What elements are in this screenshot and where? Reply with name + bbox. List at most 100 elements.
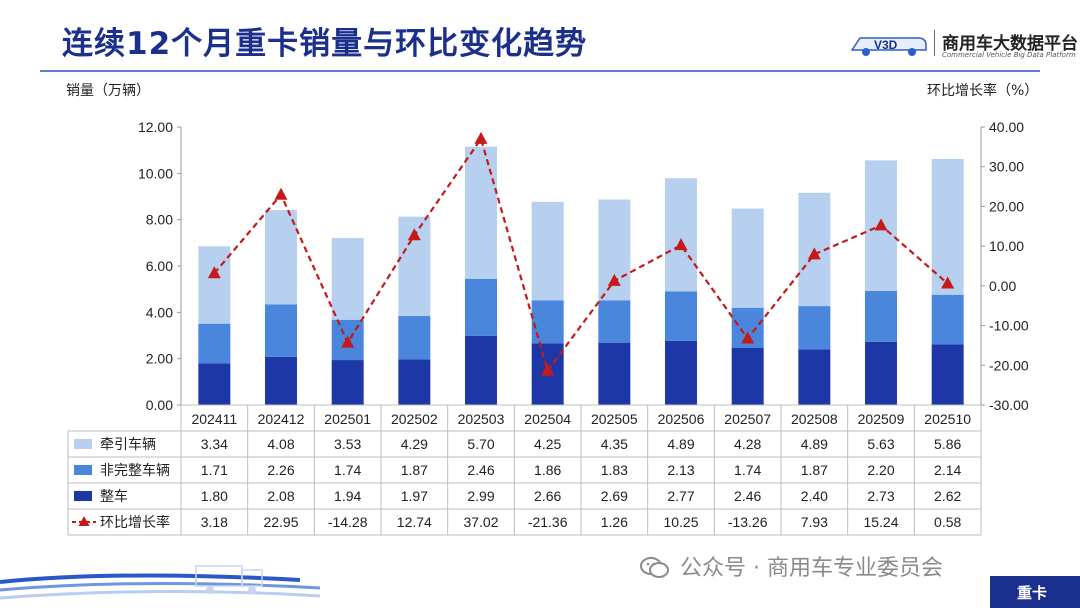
brand-logo-text: V3D <box>874 38 898 52</box>
data-label: 4.08 <box>267 436 294 452</box>
data-label: 12.74 <box>397 514 432 530</box>
complete-vehicle-bar <box>931 344 964 405</box>
category-tag <box>990 576 1080 608</box>
data-label: 2.40 <box>801 488 828 504</box>
growth-rate-point <box>941 276 955 289</box>
x-tick-label: 202510 <box>924 411 971 427</box>
wechat-account-text: 公众号 · 商用车专业委员会 <box>680 556 943 581</box>
data-label: 4.35 <box>601 436 628 452</box>
complete-vehicle-bar <box>598 342 631 405</box>
complete-vehicle-bar <box>798 349 831 405</box>
data-label: 1.74 <box>734 462 761 478</box>
incomplete-vehicle-bar <box>931 294 964 345</box>
legend-swatch <box>74 439 92 449</box>
tractor-bar <box>731 208 764 308</box>
data-label: 1.74 <box>334 462 361 478</box>
data-label: 4.29 <box>401 436 428 452</box>
incomplete-vehicle-bar <box>531 300 564 344</box>
y-left-axis-label: 销量（万辆） <box>66 83 150 99</box>
data-label: 3.53 <box>334 436 361 452</box>
data-label: 5.86 <box>934 436 961 452</box>
legend-label: 牵引车辆 <box>100 436 156 452</box>
incomplete-vehicle-bar <box>198 323 231 364</box>
growth-rate-point <box>607 273 621 286</box>
data-label: 1.86 <box>534 462 561 478</box>
tractor-bar <box>531 201 564 301</box>
complete-vehicle-bar <box>731 348 764 405</box>
legend-swatch <box>74 491 92 501</box>
complete-vehicle-bar <box>198 363 231 405</box>
complete-vehicle-bar <box>465 335 497 405</box>
y-left-tick-label: 0.00 <box>146 397 173 413</box>
data-label: 2.08 <box>267 488 294 504</box>
complete-vehicle-bar <box>665 340 697 405</box>
data-label: 10.25 <box>663 514 698 530</box>
legend-label: 环比增长率 <box>100 514 170 530</box>
x-tick-label: 202504 <box>524 411 571 427</box>
incomplete-vehicle-bar <box>798 306 831 350</box>
growth-rate-point <box>341 335 355 348</box>
y-left-tick-label: 12.00 <box>138 119 173 135</box>
growth-rate-point <box>874 218 888 231</box>
complete-vehicle-bar <box>398 359 431 405</box>
data-label: -21.36 <box>528 514 568 530</box>
data-label: 4.89 <box>801 436 828 452</box>
data-label: 1.71 <box>201 462 228 478</box>
tractor-bar <box>931 158 964 295</box>
x-tick-label: 202506 <box>658 411 705 427</box>
complete-vehicle-bar <box>331 360 364 405</box>
x-tick-label: 202501 <box>324 411 371 427</box>
incomplete-vehicle-bar <box>665 291 697 341</box>
data-label: 5.63 <box>867 436 894 452</box>
x-tick-label: 202505 <box>591 411 638 427</box>
data-label: 2.26 <box>267 462 294 478</box>
x-tick-label: 202502 <box>391 411 438 427</box>
data-label: 3.18 <box>201 514 228 530</box>
data-label: 4.89 <box>667 436 694 452</box>
y-left-tick-label: 4.00 <box>146 304 173 320</box>
data-label: 1.83 <box>601 462 628 478</box>
brand-block: V3D 商用车大数据平台 Commercial Vehicle Big Data… <box>850 26 1080 66</box>
growth-rate-point <box>474 131 488 144</box>
data-label: 2.14 <box>934 462 961 478</box>
data-label: 2.46 <box>734 488 761 504</box>
data-label: 4.28 <box>734 436 761 452</box>
legend-label: 整车 <box>100 488 128 504</box>
wechat-icon <box>640 557 669 578</box>
y-left-tick-label: 6.00 <box>146 258 173 274</box>
growth-rate-point <box>741 331 755 344</box>
growth-rate-point <box>674 238 688 251</box>
y-left-tick-label: 10.00 <box>138 165 173 181</box>
brand-separator <box>934 30 935 56</box>
growth-rate-line <box>213 136 949 374</box>
growth-rate-point <box>541 363 555 376</box>
tractor-bar <box>331 237 364 320</box>
y-right-tick-label: 30.00 <box>989 159 1024 175</box>
tractor-bar <box>465 146 497 279</box>
data-label: 2.73 <box>867 488 894 504</box>
title-divider <box>40 70 1040 72</box>
footer-truck-decoration-icon <box>0 565 320 600</box>
y-right-axis-label: 环比增长率（%） <box>927 83 1039 99</box>
x-tick-label: 202412 <box>258 411 305 427</box>
data-label: 5.70 <box>467 436 494 452</box>
y-left-tick-label: 2.00 <box>146 351 173 367</box>
data-label: 1.87 <box>801 462 828 478</box>
y-right-tick-label: 20.00 <box>989 198 1024 214</box>
incomplete-vehicle-bar <box>598 300 631 343</box>
data-label: 1.97 <box>401 488 428 504</box>
x-tick-label: 202411 <box>191 411 237 427</box>
legend-swatch <box>74 465 92 475</box>
x-tick-label: 202508 <box>791 411 838 427</box>
data-label: 2.77 <box>667 488 694 504</box>
data-label: 1.87 <box>401 462 428 478</box>
complete-vehicle-bar <box>265 356 297 405</box>
sales-chart: 0.00 2.00 4.00 6.00 8.00 10.00 12.00 -30.00 -20.… <box>67 119 1029 536</box>
brand-subtitle: Commercial Vehicle Big Data Platform <box>942 51 1076 59</box>
data-label: -14.28 <box>328 514 368 530</box>
incomplete-vehicle-bar <box>465 278 497 336</box>
data-label: 4.25 <box>534 436 561 452</box>
page-title: 连续12个月重卡销量与环比变化趋势 <box>62 26 588 62</box>
data-label: 2.13 <box>667 462 694 478</box>
data-label: 0.58 <box>934 514 961 530</box>
